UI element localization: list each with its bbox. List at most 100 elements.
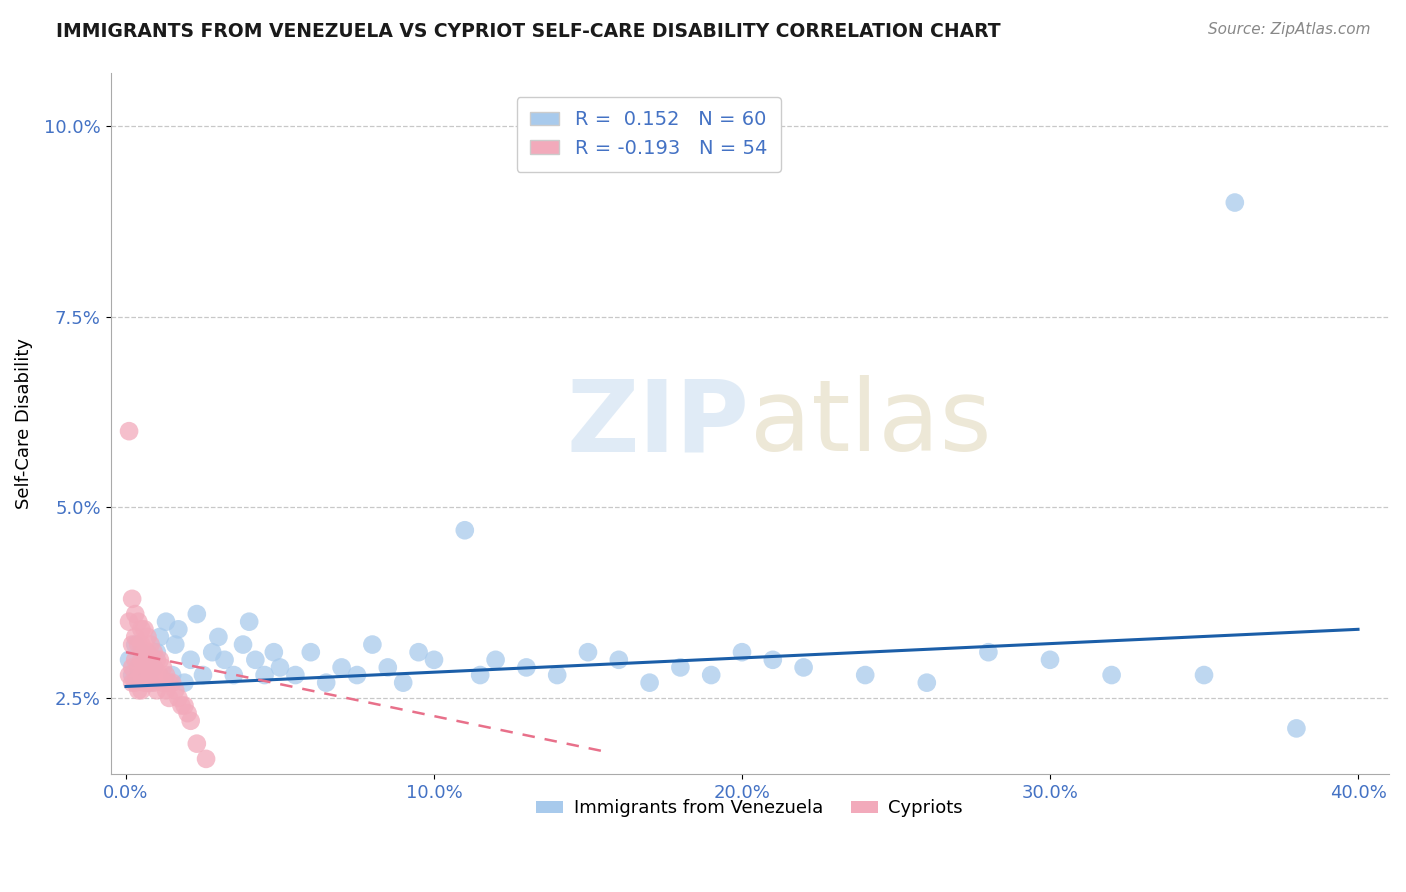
Point — [377, 660, 399, 674]
Point — [361, 638, 384, 652]
Point — [207, 630, 229, 644]
Point — [1101, 668, 1123, 682]
Point — [1039, 653, 1062, 667]
Point — [284, 668, 307, 682]
Point — [263, 645, 285, 659]
Point — [214, 653, 236, 667]
Point — [142, 675, 165, 690]
Legend: Immigrants from Venezuela, Cypriots: Immigrants from Venezuela, Cypriots — [529, 792, 970, 825]
Point — [330, 660, 353, 674]
Point — [118, 653, 141, 667]
Point — [238, 615, 260, 629]
Point — [131, 623, 153, 637]
Point — [186, 737, 208, 751]
Point — [136, 675, 159, 690]
Point — [142, 660, 165, 674]
Text: IMMIGRANTS FROM VENEZUELA VS CYPRIOT SELF-CARE DISABILITY CORRELATION CHART: IMMIGRANTS FROM VENEZUELA VS CYPRIOT SEL… — [56, 22, 1001, 41]
Point — [1192, 668, 1215, 682]
Point — [638, 675, 661, 690]
Point — [146, 683, 169, 698]
Point — [127, 683, 149, 698]
Point — [121, 675, 143, 690]
Point — [315, 675, 337, 690]
Point — [155, 615, 177, 629]
Point — [124, 630, 146, 644]
Point — [134, 645, 156, 659]
Point — [299, 645, 322, 659]
Point — [118, 615, 141, 629]
Text: Source: ZipAtlas.com: Source: ZipAtlas.com — [1208, 22, 1371, 37]
Point — [155, 668, 177, 682]
Point — [232, 638, 254, 652]
Point — [423, 653, 446, 667]
Point — [149, 653, 172, 667]
Point — [1285, 722, 1308, 736]
Point — [124, 638, 146, 652]
Point — [222, 668, 245, 682]
Point — [146, 645, 169, 659]
Point — [131, 668, 153, 682]
Point — [180, 714, 202, 728]
Point — [131, 683, 153, 698]
Point — [245, 653, 267, 667]
Point — [127, 660, 149, 674]
Point — [142, 660, 165, 674]
Point — [165, 683, 187, 698]
Point — [186, 607, 208, 621]
Point — [195, 752, 218, 766]
Point — [669, 660, 692, 674]
Point — [149, 668, 172, 682]
Point — [167, 690, 190, 705]
Point — [121, 638, 143, 652]
Point — [915, 675, 938, 690]
Point — [793, 660, 815, 674]
Point — [139, 675, 162, 690]
Point — [124, 675, 146, 690]
Point — [121, 591, 143, 606]
Point — [977, 645, 1000, 659]
Point — [134, 660, 156, 674]
Point — [180, 653, 202, 667]
Point — [127, 615, 149, 629]
Point — [134, 668, 156, 682]
Point — [408, 645, 430, 659]
Point — [146, 653, 169, 667]
Point — [470, 668, 492, 682]
Point — [124, 607, 146, 621]
Point — [157, 690, 180, 705]
Point — [170, 698, 193, 713]
Point — [515, 660, 537, 674]
Point — [152, 675, 174, 690]
Point — [139, 653, 162, 667]
Point — [152, 660, 174, 674]
Point — [142, 645, 165, 659]
Point — [607, 653, 630, 667]
Point — [173, 675, 195, 690]
Point — [160, 668, 183, 682]
Point — [146, 668, 169, 682]
Point — [131, 653, 153, 667]
Point — [118, 424, 141, 438]
Point — [176, 706, 198, 721]
Point — [157, 675, 180, 690]
Point — [136, 660, 159, 674]
Point — [576, 645, 599, 659]
Point — [149, 630, 172, 644]
Text: ZIP: ZIP — [567, 375, 749, 472]
Point — [124, 653, 146, 667]
Point — [131, 645, 153, 659]
Point — [546, 668, 568, 682]
Point — [136, 630, 159, 644]
Point — [121, 660, 143, 674]
Point — [160, 675, 183, 690]
Point — [165, 638, 187, 652]
Point — [269, 660, 291, 674]
Point — [155, 683, 177, 698]
Point — [139, 638, 162, 652]
Point — [134, 675, 156, 690]
Point — [136, 645, 159, 659]
Point — [127, 638, 149, 652]
Point — [762, 653, 785, 667]
Point — [484, 653, 506, 667]
Point — [853, 668, 876, 682]
